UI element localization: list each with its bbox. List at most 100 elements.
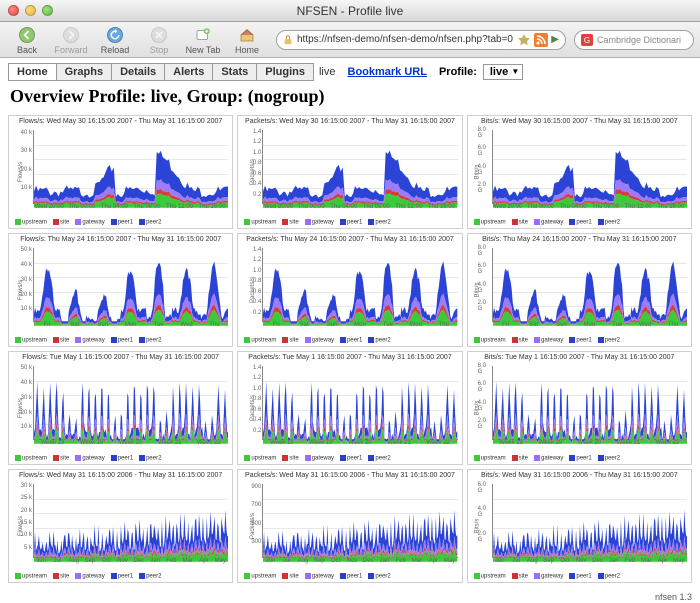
plot-area bbox=[33, 484, 228, 558]
chart-panel-row1-col0[interactable]: Flows/s: Thu May 24 16:15:00 2007 - Thu … bbox=[8, 233, 233, 347]
plot-area bbox=[492, 484, 687, 558]
x-ticks: Week 18Week 19Week 20Week 21Week 22 bbox=[262, 440, 457, 450]
chart-legend: upstreamsitegatewaypeer1peer2 bbox=[15, 573, 228, 580]
y-ticks: 900700500300 bbox=[248, 484, 261, 558]
chart-legend: upstreamsitegatewaypeer1peer2 bbox=[474, 219, 687, 226]
bookmark-star-icon[interactable] bbox=[517, 33, 531, 47]
chart-legend: upstreamsitegatewaypeer1peer2 bbox=[474, 337, 687, 344]
chart-legend: upstreamsitegatewaypeer1peer2 bbox=[244, 455, 457, 462]
tab-plugins[interactable]: Plugins bbox=[256, 63, 314, 81]
y-ticks: 50 k40 k30 k20 k10 k bbox=[19, 366, 32, 440]
back-button[interactable]: Back bbox=[6, 25, 48, 55]
footer-version: nfsen 1.3 bbox=[655, 592, 692, 602]
chart-title: Packets/s: Thu May 24 16:15:00 2007 - Th… bbox=[238, 234, 461, 243]
x-ticks: JunJulAugSepOctNovDecJanFebMarAprMay bbox=[492, 558, 687, 568]
go-arrow-icon[interactable]: ▶ bbox=[551, 34, 559, 45]
back-icon bbox=[17, 25, 37, 45]
chart-title: Packets/s: Tue May 1 16:15:00 2007 - Thu… bbox=[238, 352, 461, 361]
chart-panel-row0-col2[interactable]: Bits/s: Wed May 30 16:15:00 2007 - Thu M… bbox=[467, 115, 692, 229]
reload-icon bbox=[105, 25, 125, 45]
lock-icon bbox=[283, 35, 293, 45]
chart-title: Packets/s: Wed May 30 16:15:00 2007 - Th… bbox=[238, 116, 461, 125]
chart-panel-row3-col1[interactable]: Packets/s: Wed May 31 16:15:00 2006 - Th… bbox=[237, 469, 462, 583]
plot-area bbox=[33, 130, 228, 204]
url-text: https://nfsen-demo/nfsen-demo/nfsen.php?… bbox=[297, 34, 514, 45]
chart-legend: upstreamsitegatewaypeer1peer2 bbox=[474, 455, 687, 462]
chart-grid: Flows/s: Wed May 30 16:15:00 2007 - Thu … bbox=[0, 115, 700, 583]
chart-title: Flows/s: Thu May 24 16:15:00 2007 - Thu … bbox=[9, 234, 232, 243]
reload-button[interactable]: Reload bbox=[94, 25, 136, 55]
chart-panel-row2-col2[interactable]: Bits/s: Tue May 1 16:15:00 2007 - Thu Ma… bbox=[467, 351, 692, 465]
tab-home[interactable]: Home bbox=[8, 63, 57, 81]
chart-panel-row0-col1[interactable]: Packets/s: Wed May 30 16:15:00 2007 - Th… bbox=[237, 115, 462, 229]
chart-title: Flows/s: Tue May 1 16:15:00 2007 - Thu M… bbox=[9, 352, 232, 361]
tab-stats[interactable]: Stats bbox=[212, 63, 257, 81]
home-icon bbox=[237, 25, 257, 45]
chart-title: Bits/s: Thu May 24 16:15:00 2007 - Thu M… bbox=[468, 234, 691, 243]
x-ticks: FriSatSunMonTueWedThu bbox=[262, 322, 457, 332]
plot-area bbox=[33, 366, 228, 440]
search-box[interactable]: G Cambridge Dictionari bbox=[574, 30, 694, 50]
chart-legend: upstreamsitegatewaypeer1peer2 bbox=[15, 455, 228, 462]
chart-title: Flows/s: Wed May 30 16:15:00 2007 - Thu … bbox=[9, 116, 232, 125]
y-ticks: 8.0 G6.0 G4.0 G2.0 G bbox=[478, 366, 491, 440]
window-title: NFSEN - Profile live bbox=[0, 4, 700, 18]
y-ticks: 1.41.21.00.80.60.40.2 bbox=[248, 130, 261, 204]
chart-panel-row3-col2[interactable]: Bits/s: Wed May 31 16:15:00 2006 - Thu M… bbox=[467, 469, 692, 583]
x-ticks: FriSatSunMonTueWedThu bbox=[33, 322, 228, 332]
x-ticks: Wed 20:00Thu 00:00Thu 04:00Thu 08:00Thu … bbox=[33, 204, 228, 214]
address-bar[interactable]: https://nfsen-demo/nfsen-demo/nfsen.php?… bbox=[276, 30, 566, 50]
search-engine-icon: G bbox=[581, 34, 593, 46]
profile-select[interactable]: live bbox=[483, 64, 523, 80]
chart-panel-row0-col0[interactable]: Flows/s: Wed May 30 16:15:00 2007 - Thu … bbox=[8, 115, 233, 229]
svg-text:G: G bbox=[584, 36, 590, 45]
x-ticks: Week 18Week 19Week 20Week 21Week 22 bbox=[492, 440, 687, 450]
chart-title: Packets/s: Wed May 31 16:15:00 2006 - Th… bbox=[238, 470, 461, 479]
browser-toolbar: Back Forward Reload Stop New Tab Home ht… bbox=[0, 22, 700, 58]
chart-legend: upstreamsitegatewaypeer1peer2 bbox=[15, 219, 228, 226]
y-ticks: 30 k25 k20 k15 k10 k5 k bbox=[19, 484, 32, 558]
chart-panel-row3-col0[interactable]: Flows/s: Wed May 31 16:15:00 2006 - Thu … bbox=[8, 469, 233, 583]
y-ticks: 1.41.21.00.80.60.40.2 bbox=[248, 366, 261, 440]
chart-legend: upstreamsitegatewaypeer1peer2 bbox=[474, 573, 687, 580]
chart-legend: upstreamsitegatewaypeer1peer2 bbox=[244, 337, 457, 344]
plot-area bbox=[262, 248, 457, 322]
y-ticks: 8.0 G6.0 G4.0 G2.0 G bbox=[478, 248, 491, 322]
plot-area bbox=[262, 366, 457, 440]
plot-area bbox=[33, 248, 228, 322]
stop-icon bbox=[149, 25, 169, 45]
x-ticks: JunJulAugSepOctNovDecJanFebMarAprMay bbox=[262, 558, 457, 568]
chart-legend: upstreamsitegatewaypeer1peer2 bbox=[244, 219, 457, 226]
plot-area bbox=[262, 130, 457, 204]
x-ticks: FriSatSunMonTueWedThu bbox=[492, 322, 687, 332]
home-button[interactable]: Home bbox=[226, 25, 268, 55]
newtab-button[interactable]: New Tab bbox=[182, 25, 224, 55]
app-tab-bar: HomeGraphsDetailsAlertsStatsPlugins live… bbox=[0, 58, 700, 84]
y-ticks: 6.0 G4.0 G2.0 G bbox=[478, 484, 491, 558]
rss-icon[interactable] bbox=[534, 33, 548, 47]
chart-title: Bits/s: Wed May 31 16:15:00 2006 - Thu M… bbox=[468, 470, 691, 479]
chart-title: Bits/s: Tue May 1 16:15:00 2007 - Thu Ma… bbox=[468, 352, 691, 361]
chart-title: Flows/s: Wed May 31 16:15:00 2006 - Thu … bbox=[9, 470, 232, 479]
y-ticks: 50 k40 k30 k20 k10 k bbox=[19, 248, 32, 322]
chart-panel-row2-col0[interactable]: Flows/s: Tue May 1 16:15:00 2007 - Thu M… bbox=[8, 351, 233, 465]
tab-details[interactable]: Details bbox=[111, 63, 165, 81]
tab-alerts[interactable]: Alerts bbox=[164, 63, 213, 81]
chart-legend: upstreamsitegatewaypeer1peer2 bbox=[15, 337, 228, 344]
plot-area bbox=[492, 248, 687, 322]
plot-area bbox=[492, 130, 687, 204]
window-titlebar: NFSEN - Profile live bbox=[0, 0, 700, 22]
stop-button[interactable]: Stop bbox=[138, 25, 180, 55]
forward-button[interactable]: Forward bbox=[50, 25, 92, 55]
x-ticks: Wed 20:00Thu 00:00Thu 04:00Thu 08:00Thu … bbox=[492, 204, 687, 214]
y-ticks: 1.41.21.00.80.60.40.2 bbox=[248, 248, 261, 322]
plot-area bbox=[492, 366, 687, 440]
chart-title: Bits/s: Wed May 30 16:15:00 2007 - Thu M… bbox=[468, 116, 691, 125]
chart-panel-row2-col1[interactable]: Packets/s: Tue May 1 16:15:00 2007 - Thu… bbox=[237, 351, 462, 465]
tab-graphs[interactable]: Graphs bbox=[56, 63, 113, 81]
x-ticks: JunJulAugSepOctNovDecJanFebMarAprMay bbox=[33, 558, 228, 568]
bookmark-url-link[interactable]: Bookmark URL bbox=[342, 64, 433, 80]
y-ticks: 40 k30 k20 k10 k bbox=[19, 130, 32, 204]
chart-panel-row1-col1[interactable]: Packets/s: Thu May 24 16:15:00 2007 - Th… bbox=[237, 233, 462, 347]
chart-panel-row1-col2[interactable]: Bits/s: Thu May 24 16:15:00 2007 - Thu M… bbox=[467, 233, 692, 347]
